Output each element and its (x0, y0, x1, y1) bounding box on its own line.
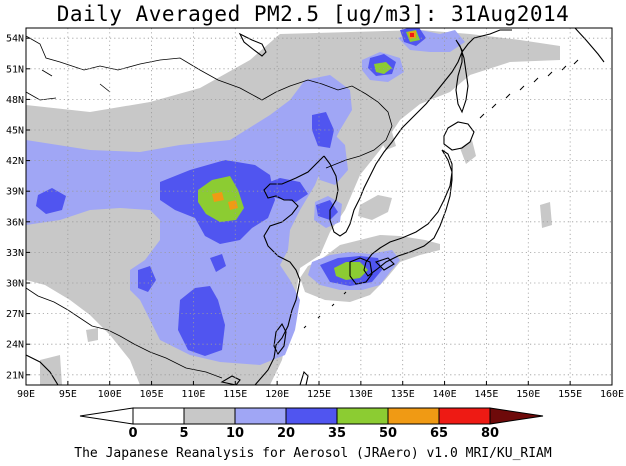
lon-tick-label: 155E (558, 389, 582, 400)
colorbar-label: 10 (226, 426, 244, 441)
lat-tick-label: 33N (6, 248, 24, 259)
lon-tick-label: 100E (98, 389, 122, 400)
colorbar: 0 5 10 20 35 50 65 80 (79, 407, 544, 441)
colorbar-bin (183, 407, 236, 425)
colorbar-bin (285, 407, 338, 425)
colorbar-bin (132, 407, 185, 425)
lon-tick-label: 125E (307, 389, 331, 400)
colorbar-bin (438, 407, 491, 425)
colorbar-label: 5 (179, 426, 188, 441)
colorbar-under-arrow (79, 407, 134, 425)
lat-tick-label: 51N (6, 64, 24, 75)
lon-tick-label: 90E (17, 389, 35, 400)
lon-tick-label: 135E (391, 389, 415, 400)
pm25-level-65-80 (410, 33, 414, 37)
colorbar-label: 65 (430, 426, 448, 441)
colorbar-over-arrow (489, 407, 544, 425)
colorbar-bin (234, 407, 287, 425)
lat-tick-label: 36N (6, 217, 24, 228)
lon-tick-label: 145E (474, 389, 498, 400)
lat-tick-label: 48N (6, 95, 24, 106)
lat-tick-label: 54N (6, 34, 24, 45)
colorbar-bin (336, 407, 389, 425)
colorbar-label: 50 (379, 426, 397, 441)
colorbar-label: 20 (277, 426, 295, 441)
lat-tick-label: 27N (6, 309, 24, 320)
lon-tick-label: 115E (223, 389, 247, 400)
lat-tick-label: 21N (6, 370, 24, 381)
graticule (26, 28, 612, 385)
colorbar-label: 80 (481, 426, 499, 441)
lon-tick-label: 110E (181, 389, 205, 400)
lat-tick-label: 24N (6, 340, 24, 351)
lon-tick-label: 160E (600, 389, 624, 400)
borders (26, 35, 393, 379)
latitude-tick-labels: 21N 24N 27N 30N 33N 36N 39N 42N 45N 48N 51N 54N (6, 34, 30, 381)
lat-tick-label: 30N (6, 279, 24, 290)
lon-tick-label: 120E (265, 389, 289, 400)
colorbar-label: 35 (328, 426, 346, 441)
colorbar-label: 0 (128, 426, 137, 441)
lon-tick-label: 95E (59, 389, 77, 400)
coastlines (26, 28, 605, 385)
colorbar-bin (387, 407, 440, 425)
lat-tick-label: 45N (6, 126, 24, 137)
credit-line: The Japanese Reanalysis for Aerosol (JRA… (74, 446, 552, 461)
lon-tick-label: 150E (516, 389, 540, 400)
lon-tick-label: 130E (349, 389, 373, 400)
longitude-tick-labels: 90E 95E 100E 105E 110E 115E 120E 125E 130E 135E 14… (17, 381, 624, 400)
lat-tick-label: 42N (6, 156, 24, 167)
lon-tick-label: 140E (433, 389, 457, 400)
lat-tick-label: 39N (6, 187, 24, 198)
map-title: Daily Averaged PM2.5 [ug/m3]: 31Aug2014 (56, 2, 570, 26)
lon-tick-label: 105E (140, 389, 164, 400)
